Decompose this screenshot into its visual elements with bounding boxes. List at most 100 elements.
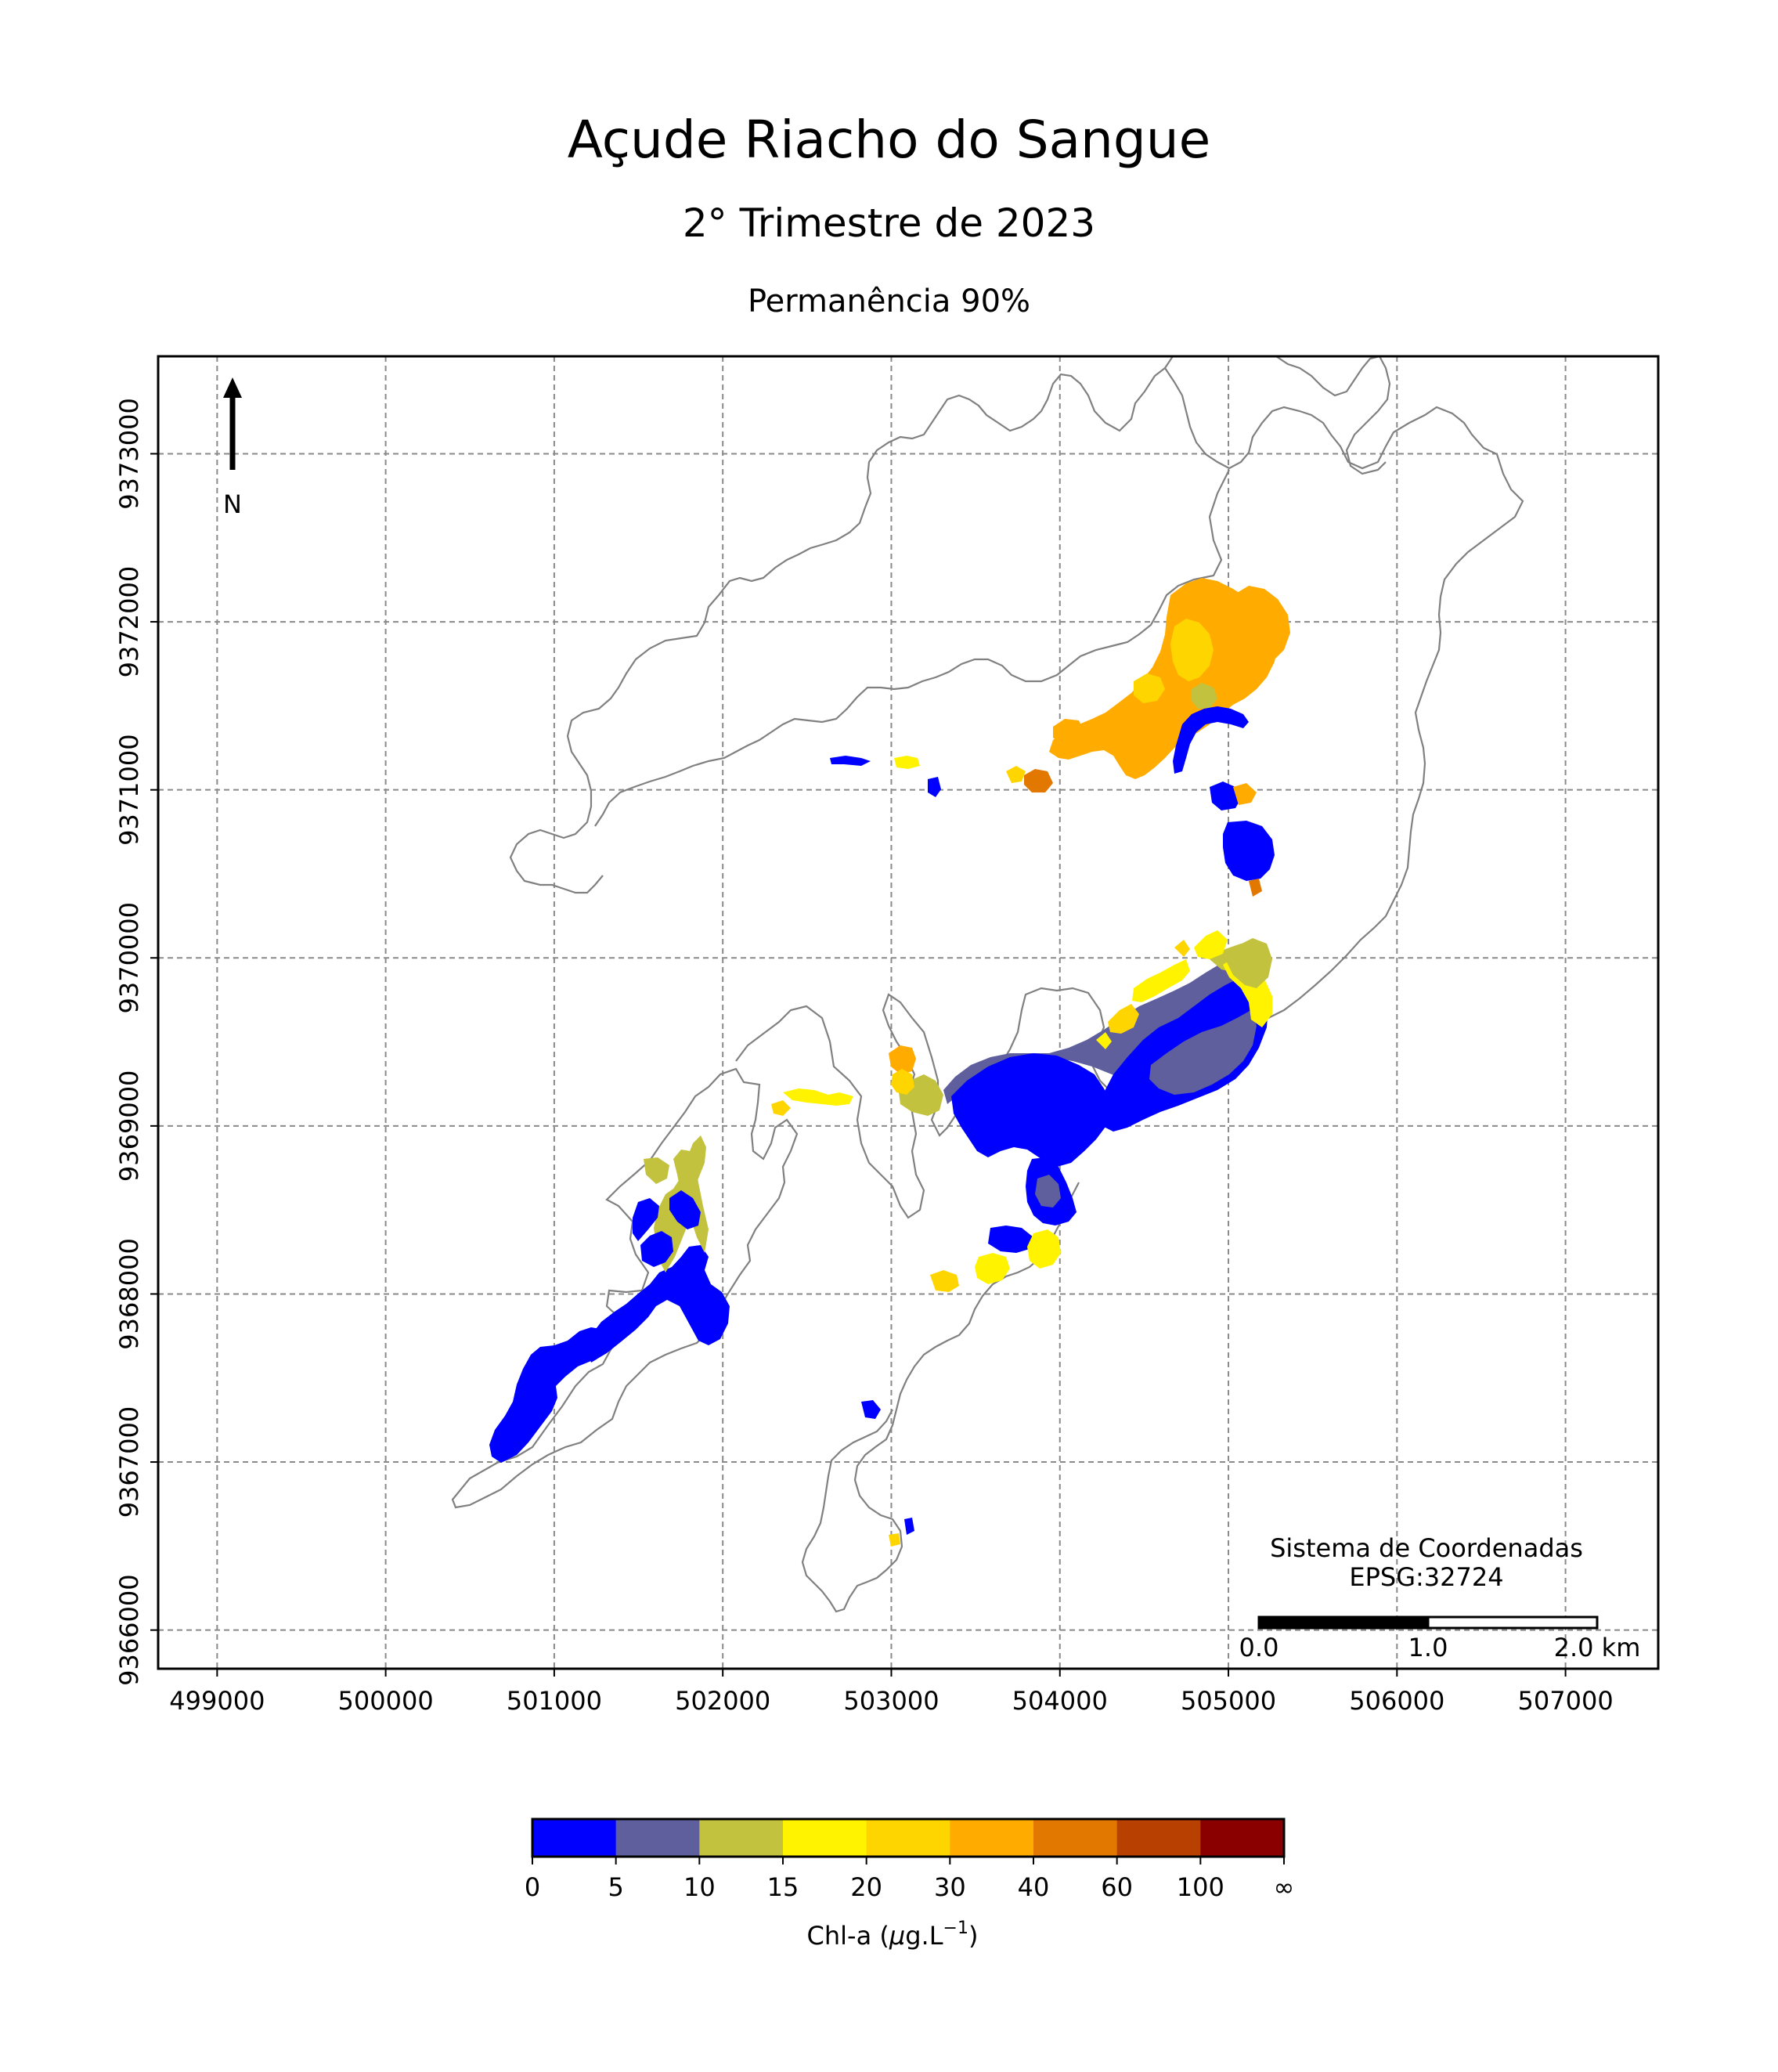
patch-chl-30-40-west-north (1053, 719, 1084, 745)
patch-chl-0-5-west-scatter (830, 756, 871, 766)
y-axis-ticks: 9366000 9367000 9368000 9369000 9370000 93710… (114, 398, 158, 1686)
colorbar: 0 5 10 15 20 30 40 60 100 ∞ (525, 1818, 1295, 1902)
colorbar-swatch (866, 1819, 950, 1857)
x-axis-ticks: 499000 500000 501000 502000 503000 504000 5050… (169, 1669, 1614, 1716)
patch-chl-5-10-central (943, 957, 1268, 1104)
patch-chl-20-30-central-west (891, 1069, 914, 1095)
y-tick-label: 9371000 (114, 734, 144, 846)
map-subtitle-permanence: Permanência 90% (747, 283, 1031, 319)
colorbar-tick-label: 10 (683, 1872, 716, 1902)
patch-chl-0-5-ne-lobe2 (1210, 782, 1241, 810)
patch-chl-0-5-sw5 (633, 1198, 659, 1241)
y-tick-label: 9367000 (114, 1406, 144, 1518)
colorbar-tick-label: 60 (1101, 1872, 1133, 1902)
x-tick-label: 499000 (169, 1686, 265, 1716)
colorbar-tick-label: 20 (850, 1872, 882, 1902)
colorbar-tick-label: 40 (1018, 1872, 1050, 1902)
colorbar-tick-label: 0 (525, 1872, 540, 1902)
reservoir-outline (451, 1067, 799, 1509)
patch-chl-30-40-north2 (1233, 586, 1290, 664)
colorbar-swatch (950, 1819, 1034, 1857)
patch-chl-0-5-north-arc (1173, 706, 1249, 774)
colorbar-swatch (1033, 1819, 1118, 1857)
reservoir-outline-west-arm (594, 469, 1230, 827)
coordinate-system-label: Sistema de Coordenadas (1270, 1533, 1583, 1563)
colorbar-title-sup: −1 (943, 1919, 968, 1938)
scale-bar-label-2: 2.0 km (1554, 1633, 1641, 1662)
patch-chl-20-30-west-north2 (1006, 766, 1026, 783)
colorbar-swatch (532, 1819, 617, 1857)
colorbar-tick-label: 5 (608, 1872, 623, 1902)
colorbar-swatch (699, 1819, 784, 1857)
x-tick-label: 507000 (1518, 1686, 1614, 1716)
patch-chl-40-60-ne (1249, 879, 1262, 897)
scale-bar-label-1: 1.0 (1408, 1633, 1448, 1662)
y-tick-label: 9369000 (114, 1070, 144, 1182)
patch-chl-15-20-south-lobe (1027, 1229, 1061, 1269)
reservoir-outline-north (509, 367, 1166, 894)
colorbar-title-suffix: ) (968, 1921, 978, 1951)
patch-chl-0-5-sw (489, 1327, 611, 1463)
north-arrow-label: N (223, 489, 242, 519)
colorbar-frame (531, 1818, 1286, 1858)
colorbar-tick-label: 100 (1177, 1872, 1224, 1902)
patch-chl-15-20-ne-body (1194, 930, 1228, 959)
colorbar-title-prefix: Chl-a ( (807, 1921, 889, 1951)
patch-chl-0-5-ne-lobe (1223, 821, 1275, 881)
patch-chl-0-5-west-north (928, 777, 941, 797)
patch-chl-20-30-north (1170, 619, 1214, 681)
map-title: Açude Riacho do Sangue (567, 110, 1211, 170)
patch-chl-5-10-east-body (1149, 1010, 1257, 1095)
patch-chl-0-5-central (951, 1053, 1112, 1167)
colorbar-tick-label: ∞ (1274, 1872, 1295, 1902)
patch-chl-0-5-sw3 (640, 1231, 673, 1267)
patch-chl-0-5-sw4 (669, 1190, 701, 1229)
scale-bar-segment-empty (1426, 1615, 1599, 1630)
patch-chl-40-60-west-north (1024, 769, 1053, 792)
patch-chl-10-15-ne-body (1225, 938, 1272, 988)
colorbar-swatch (615, 1819, 700, 1857)
colorbar-title: Chl-a (μg.L−1) (807, 1919, 979, 1951)
reservoir-outline-south-arm (801, 1182, 1080, 1613)
reservoir-layer (451, 356, 1524, 1613)
patch-chl-30-40-central-west (889, 1045, 916, 1074)
x-tick-label: 504000 (1012, 1686, 1108, 1716)
patch-chl-20-30-east-strip (1108, 1004, 1139, 1034)
patch-chl-10-15-sw4 (644, 1157, 669, 1184)
patch-chl-0-5-south-lobe2 (988, 1226, 1033, 1253)
x-tick-label: 501000 (507, 1686, 602, 1716)
patch-chl-15-20-south-lobe2 (975, 1253, 1010, 1284)
patch-chl-15-20-west-scatter (783, 1088, 853, 1106)
patch-chl-20-30-south-lobe (930, 1270, 959, 1292)
patch-chl-0-5-sw2 (587, 1245, 730, 1363)
north-arrow-icon (223, 377, 242, 470)
chl-a-patches (489, 578, 1290, 1547)
colorbar-title-mid: g.L (905, 1921, 943, 1951)
coordinate-system-epsg: EPSG:32724 (1349, 1562, 1503, 1592)
scale-bar-label-0: 0.0 (1239, 1633, 1279, 1662)
patch-chl-30-40-ne (1233, 783, 1257, 805)
patch-chl-20-30-south-scatter (889, 1533, 900, 1547)
colorbar-swatch (783, 1819, 867, 1857)
patch-chl-10-15-north (1192, 683, 1217, 709)
colorbar-tick-label: 15 (767, 1872, 799, 1902)
patch-chl-5-10-south-lobe (1035, 1175, 1061, 1207)
x-tick-label: 503000 (843, 1686, 939, 1716)
map-subtitle: 2° Trimestre de 2023 (682, 200, 1096, 246)
y-tick-label: 9372000 (114, 566, 144, 678)
plot-frame (157, 355, 1660, 1670)
y-tick-label: 9370000 (114, 902, 144, 1014)
colorbar-swatch (1116, 1819, 1201, 1857)
y-tick-label: 9366000 (114, 1574, 144, 1686)
colorbar-swatch (1200, 1819, 1285, 1857)
patch-chl-0-5-south-scatter (861, 1400, 881, 1419)
colorbar-tick-label: 30 (934, 1872, 966, 1902)
x-tick-label: 500000 (338, 1686, 434, 1716)
x-tick-label: 506000 (1349, 1686, 1444, 1716)
y-tick-label: 9373000 (114, 398, 144, 510)
patch-chl-15-20-rim2 (1096, 1032, 1112, 1049)
scale-bar-segment-filled (1257, 1615, 1430, 1630)
patch-chl-20-30-north2 (1134, 673, 1165, 703)
colorbar-title-mu: μ (889, 1921, 905, 1951)
